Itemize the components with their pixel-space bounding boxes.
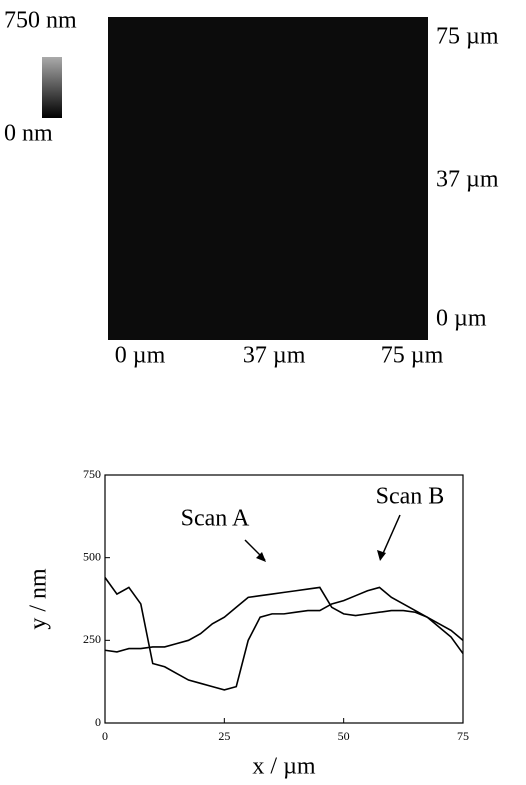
arrowhead-a [256, 552, 266, 562]
series-label: Scan B [376, 484, 445, 510]
x-tick-label: 25 [218, 729, 230, 743]
line-series [104, 577, 464, 691]
arrow-b [380, 514, 401, 559]
arrowhead-b [377, 550, 386, 561]
x-tick-label: 75 µm [381, 343, 444, 369]
series-label: Scan A [181, 506, 250, 532]
y-tick-label: 500 [83, 549, 101, 563]
plot-frame [104, 474, 464, 724]
y-tick-label: 0 µm [436, 306, 487, 332]
x-tick-label: 37 µm [243, 343, 306, 369]
afm-image [108, 17, 428, 340]
colorbar [42, 57, 62, 118]
colorbar-label: 0 nm [4, 121, 53, 147]
x-tick-label: 50 [338, 729, 350, 743]
y-tick-label: 37 µm [436, 166, 499, 192]
y-axis-label: y / nm [26, 568, 52, 630]
colorbar-label: 750 nm [4, 8, 77, 34]
x-tick-label: 75 [457, 729, 469, 743]
x-tick-label: 0 [102, 729, 108, 743]
y-tick-label: 75 µm [436, 24, 499, 50]
x-tick-label: 0 µm [115, 343, 166, 369]
line-series [104, 586, 464, 655]
y-tick-label: 250 [83, 632, 101, 646]
x-axis-label: x / µm [252, 754, 315, 780]
y-tick-label: 0 [95, 715, 101, 729]
y-tick-label: 750 [83, 467, 101, 481]
